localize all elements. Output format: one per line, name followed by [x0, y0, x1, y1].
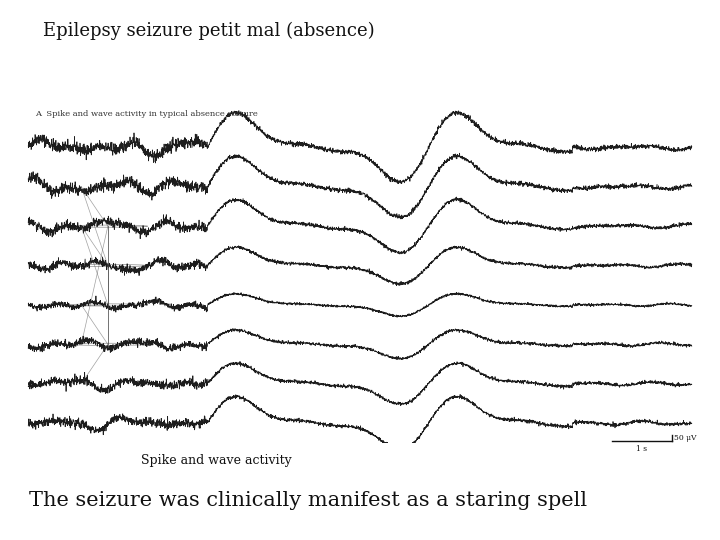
Text: 50 μV: 50 μV [674, 434, 696, 442]
Text: A  Spike and wave activity in typical absence seizure: A Spike and wave activity in typical abs… [35, 110, 258, 118]
Text: Epilepsy seizure petit mal (absence): Epilepsy seizure petit mal (absence) [43, 22, 375, 40]
Text: 1 s: 1 s [636, 444, 647, 453]
Text: Spike and wave activity: Spike and wave activity [140, 454, 292, 467]
Text: The seizure was clinically manifest as a staring spell: The seizure was clinically manifest as a… [29, 491, 587, 510]
